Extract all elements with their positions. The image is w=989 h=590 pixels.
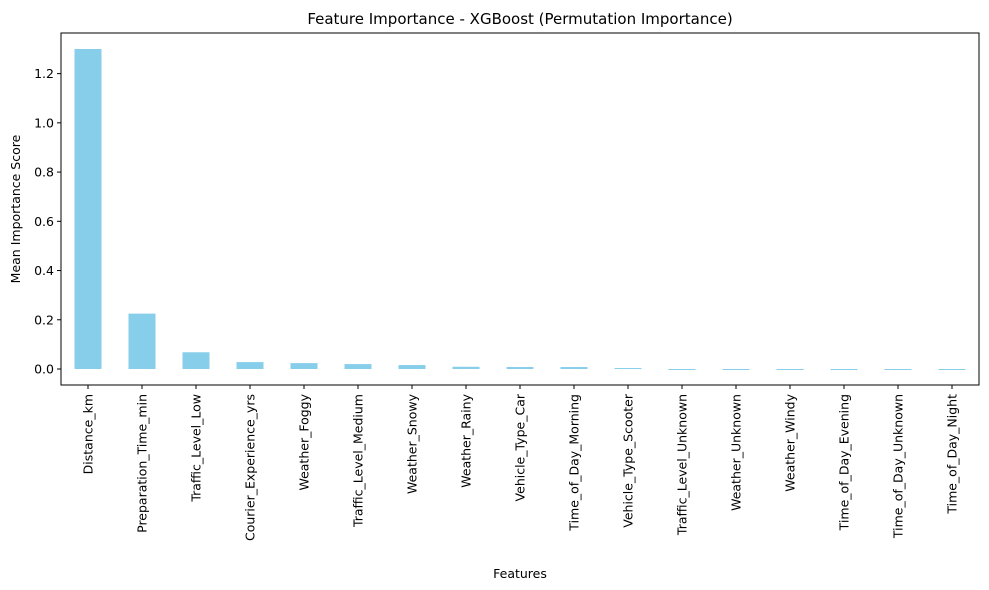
y-tick-label: 1.0 (34, 115, 54, 130)
x-tick-label: Time_of_Day_Unknown (891, 394, 906, 539)
x-tick-label: Weather_Snowy (405, 393, 420, 494)
chart-title: Feature Importance - XGBoost (Permutatio… (307, 10, 732, 28)
x-tick-label: Traffic_Level_Unknown (675, 394, 690, 536)
x-tick-label: Vehicle_Type_Car (513, 393, 528, 501)
y-tick-label: 0.8 (34, 165, 54, 180)
y-axis-label: Mean Importance Score (8, 134, 23, 283)
bar-traffic-level-unknown (668, 369, 696, 370)
x-tick-label: Weather_Unknown (729, 394, 744, 511)
y-tick-label: 0.6 (34, 214, 54, 229)
bar-time-of-day-morning (560, 367, 588, 369)
bar-weather-snowy (398, 365, 426, 369)
bar-time-of-day-evening (830, 369, 858, 370)
x-tick-label: Courier_Experience_yrs (243, 394, 258, 541)
bar-vehicle-type-car (506, 367, 534, 369)
y-tick-label: 0.4 (34, 263, 54, 278)
bar-time-of-day-night (938, 369, 966, 370)
x-tick-label: Weather_Windy (783, 393, 798, 491)
bar-vehicle-type-scooter (614, 368, 642, 370)
bar-traffic-level-medium (344, 364, 372, 369)
bar-courier-experience-yrs (236, 362, 264, 369)
x-tick-label: Weather_Foggy (297, 393, 312, 490)
x-tick-label: Vehicle_Type_Scooter (621, 393, 636, 528)
bar-weather-windy (776, 369, 804, 370)
y-tick-label: 0.0 (34, 362, 54, 377)
x-tick-label: Traffic_Level_Medium (351, 394, 366, 528)
bar-weather-rainy (452, 366, 480, 369)
x-tick-label: Preparation_Time_min (135, 394, 150, 533)
x-tick-label: Time_of_Day_Evening (837, 394, 852, 531)
x-tick-label: Weather_Rainy (459, 393, 474, 487)
y-tick-label: 0.2 (34, 312, 54, 327)
plot-frame (60, 32, 980, 386)
bar-preparation-time-min (128, 313, 156, 369)
bar-distance-km (74, 49, 102, 369)
x-tick-label: Time_of_Day_Night (945, 394, 960, 515)
bar-weather-foggy (290, 363, 318, 369)
y-tick-label: 1.2 (34, 66, 54, 81)
bars-group (74, 49, 966, 370)
bar-time-of-day-unknown (884, 369, 912, 370)
bar-weather-unknown (722, 369, 750, 370)
x-tick-label: Traffic_Level_Low (189, 394, 204, 503)
x-axis-label: Features (493, 566, 547, 581)
x-tick-label: Time_of_Day_Morning (567, 394, 582, 532)
bar-traffic-level-low (182, 352, 210, 369)
y-axis: 0.0 0.2 0.4 0.6 0.8 1.0 1.2 (34, 66, 61, 377)
x-tick-label: Distance_km (81, 394, 96, 474)
x-axis: Distance_km Preparation_Time_min Traffic_L… (81, 385, 960, 541)
